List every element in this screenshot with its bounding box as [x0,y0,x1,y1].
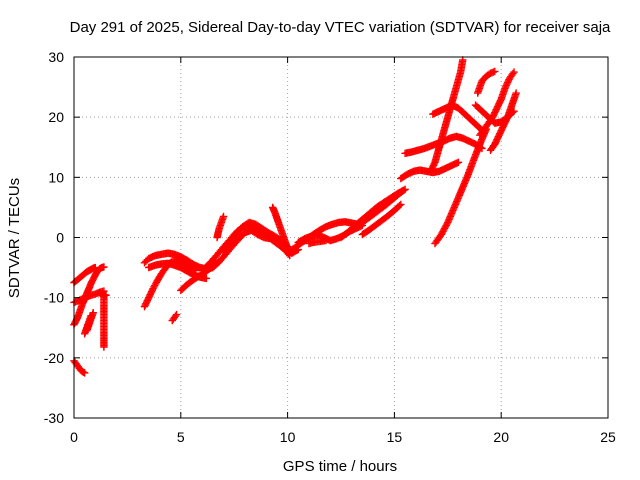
series-track [213,212,228,242]
series-track [427,56,467,176]
y-tick-labels: -30 -20 -10 0 10 20 30 [44,49,64,426]
data-point [100,263,108,271]
y-tick-label: 10 [48,169,64,185]
chart-title: Day 291 of 2025, Sidereal Day-to-day VTE… [70,19,611,36]
data-point [219,212,228,221]
data-point [100,343,108,351]
data-point [89,309,97,317]
data-point [322,236,330,245]
data-point [91,263,100,272]
series-track [70,357,89,377]
y-tick-label: 20 [48,109,64,125]
series-track [83,309,97,335]
series-track [358,200,405,239]
data-point [397,187,406,195]
series-track [219,218,292,257]
x-tick-label: 15 [387,429,403,445]
y-tick-label: -10 [44,290,64,306]
x-tick-label: 5 [177,429,185,445]
data-point [102,291,110,299]
data-point [510,68,518,76]
data-point [491,67,499,76]
x-tick-label: 25 [600,429,616,445]
series-track [476,68,518,139]
series-track [429,101,488,136]
series-track [486,89,520,154]
data-point [454,158,463,166]
series-track [431,125,490,248]
y-tick-label: -20 [44,350,64,366]
grid-lines [74,57,608,418]
x-tick-label: 0 [70,429,78,445]
series-track [70,263,108,329]
data-point [459,56,467,64]
series-track [474,67,499,97]
data-point [397,200,405,209]
series-track [347,186,407,233]
data-point [172,310,181,319]
data-point [399,186,407,195]
data-point [202,274,211,283]
data-point [512,89,520,97]
series-track [305,236,330,248]
series-track [100,292,108,351]
series-track [95,289,110,299]
data-point [80,369,89,377]
series-track [145,259,211,283]
x-tick-label: 20 [493,429,509,445]
axis-ticks [73,56,609,419]
x-tick-label: 10 [280,429,296,445]
series-track [168,310,181,325]
x-tick-labels: 0 5 10 15 20 25 [70,429,616,445]
data-point [395,201,404,210]
y-axis-label: SDTVAR / TECUs [6,178,23,298]
y-tick-label: 30 [48,49,64,65]
x-axis-label: GPS time / hours [283,458,397,475]
y-tick-label: -30 [44,410,64,426]
data-points [70,56,520,377]
series-track [397,158,463,183]
y-tick-label: 0 [56,230,64,246]
